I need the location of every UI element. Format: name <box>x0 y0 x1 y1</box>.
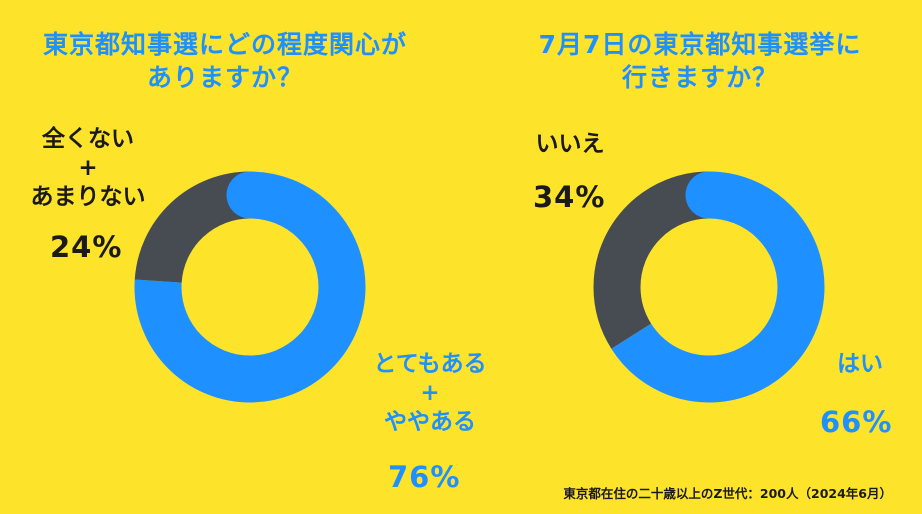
slice-label-line: + <box>420 380 440 406</box>
slice-yes-cap <box>685 171 733 219</box>
slice-label-line: 全くない <box>42 126 134 152</box>
chart-title-interest: 東京都知事選にどの程度関心が ありますか？ <box>10 28 440 94</box>
donut-chart-interest <box>134 171 366 403</box>
slice-interested-cap <box>226 171 274 219</box>
slice-label-line: あまりない <box>30 184 146 210</box>
slice-label-line: はい <box>837 351 883 377</box>
slice-label-not-interested: 全くない + あまりない <box>18 125 158 212</box>
slice-label-interested: とてもある + ややある <box>360 350 500 437</box>
slice-value-not-interested: 24% <box>50 230 123 264</box>
footnote: 東京都在住の二十歳以上のZ世代：200人（2024年6月） <box>563 486 892 501</box>
chart-title-line: ありますか？ <box>146 63 303 92</box>
slice-label-line: ややある <box>384 409 476 435</box>
chart-title-voting: 7月7日の東京都知事選挙に 行きますか？ <box>485 28 915 94</box>
slice-label-no: いいえ <box>520 130 620 159</box>
chart-title-line: 7月7日の東京都知事選挙に <box>538 30 862 59</box>
donut-chart-voting <box>593 171 825 403</box>
slice-value-interested: 76% <box>388 460 461 494</box>
slice-label-line: + <box>78 155 98 181</box>
slice-label-yes: はい <box>825 350 895 379</box>
slice-value-yes: 66% <box>820 405 893 439</box>
chart-title-line: 行きますか？ <box>621 63 778 92</box>
slice-label-line: いいえ <box>535 131 605 157</box>
chart-title-line: 東京都知事選にどの程度関心が <box>42 30 407 59</box>
slice-value-no: 34% <box>533 180 606 214</box>
slice-label-line: とてもある <box>373 351 487 377</box>
